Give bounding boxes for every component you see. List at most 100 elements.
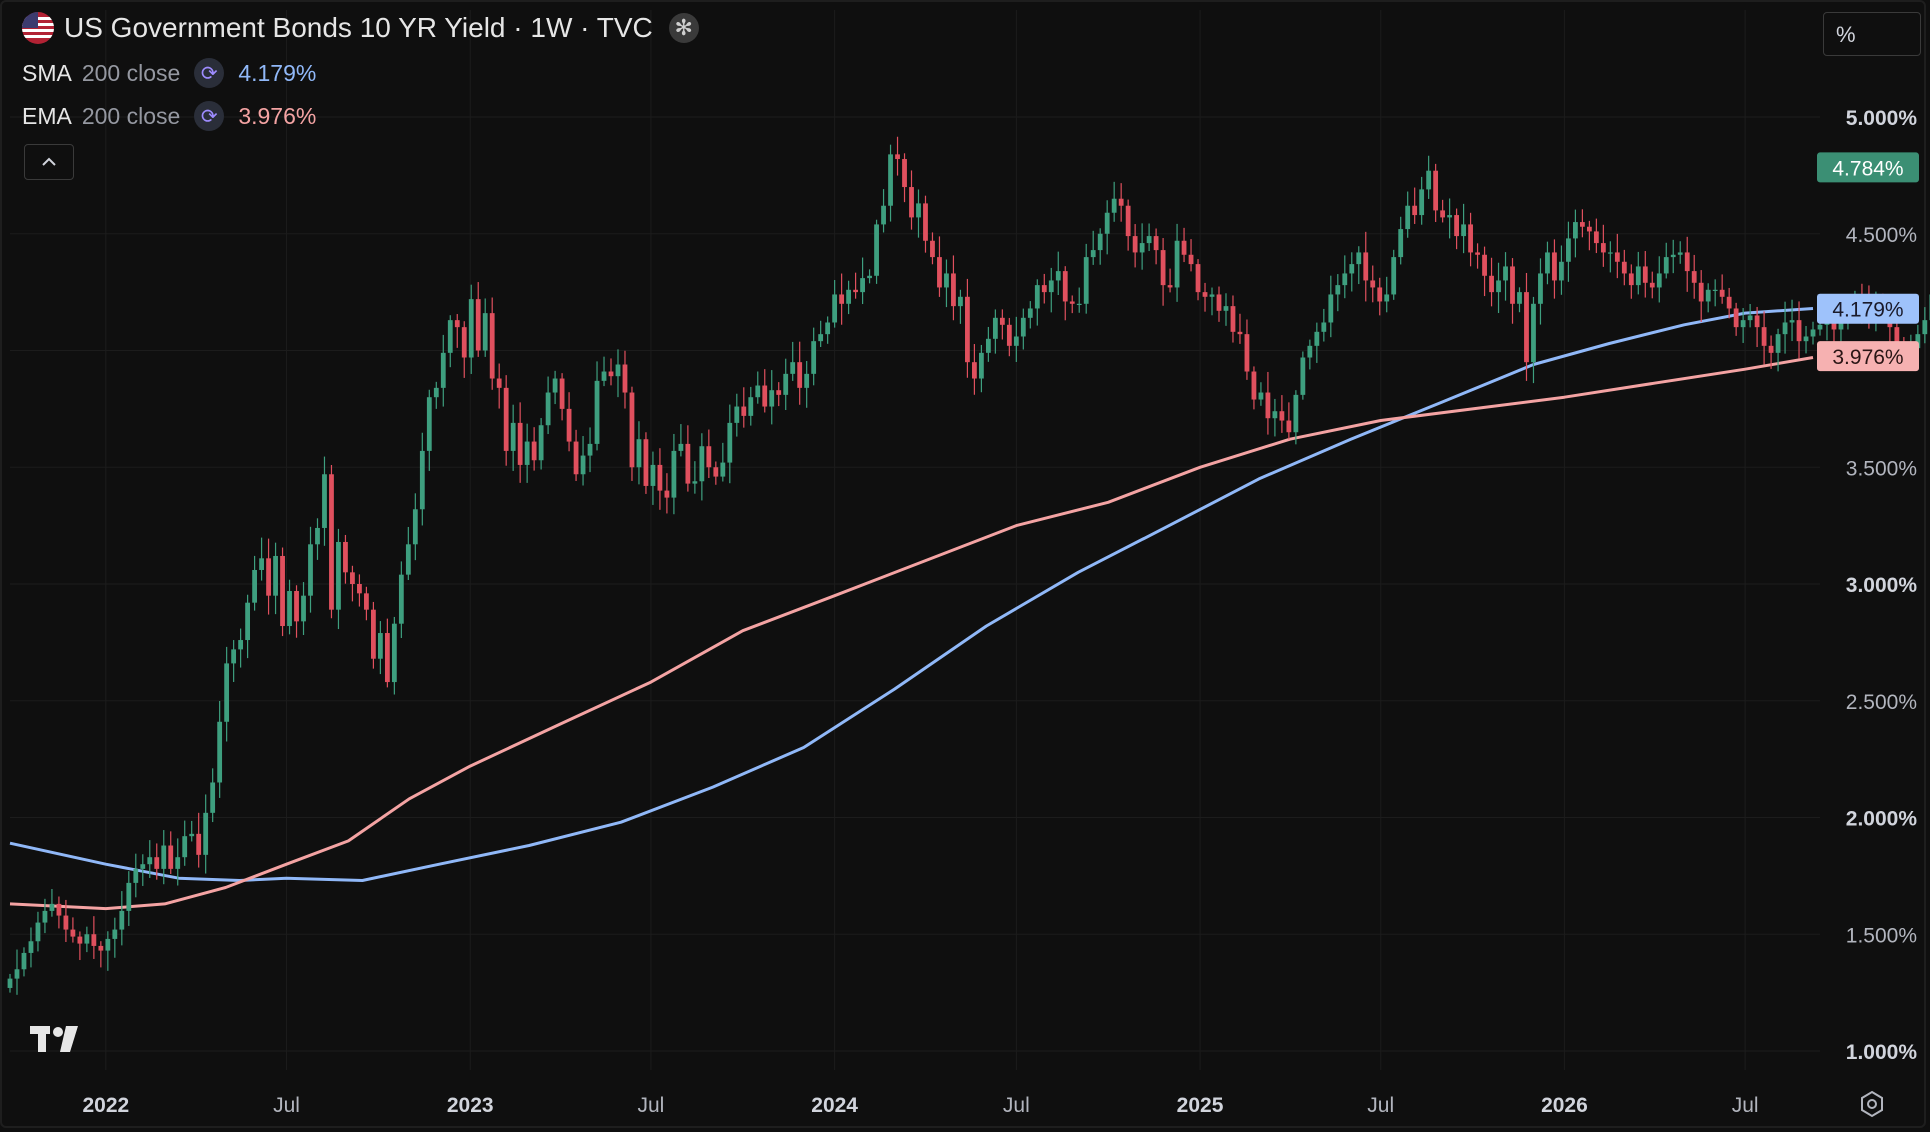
candle-body <box>1384 294 1390 302</box>
candle <box>531 427 537 471</box>
candle <box>42 898 48 934</box>
candle <box>419 432 425 526</box>
candle <box>1188 239 1194 272</box>
candle <box>70 917 76 943</box>
candle-body <box>510 422 516 451</box>
candle <box>1041 273 1047 304</box>
candle-body <box>978 352 984 379</box>
candle <box>888 144 893 222</box>
candle <box>937 236 942 297</box>
candle <box>1531 296 1536 384</box>
candle <box>573 429 579 481</box>
sma-legend[interactable]: SMA 200 close ⟳ 4.179% <box>22 58 316 88</box>
candle <box>1496 262 1501 314</box>
candle <box>503 375 509 466</box>
candle-body <box>1034 285 1040 309</box>
candle-body <box>1349 264 1355 274</box>
candle-body <box>1153 236 1159 251</box>
candle <box>797 341 803 405</box>
candle <box>538 418 544 470</box>
candle <box>755 371 761 404</box>
candle-body <box>433 387 439 398</box>
candle <box>175 838 181 886</box>
candle-body <box>748 397 754 416</box>
candle <box>881 189 886 233</box>
candle <box>1607 241 1613 273</box>
candle <box>1670 239 1676 274</box>
snowflake-icon[interactable]: ✻ <box>668 13 699 43</box>
candle-body <box>419 450 425 510</box>
candle <box>909 170 914 230</box>
candle-body <box>175 857 181 869</box>
candle <box>1719 274 1725 304</box>
candle-body <box>825 322 831 335</box>
candle <box>1663 242 1669 279</box>
gear-icon[interactable] <box>1858 1090 1886 1118</box>
candle-body <box>1258 392 1264 400</box>
candle-body <box>1747 315 1753 321</box>
tradingview-logo-icon[interactable] <box>30 1026 86 1054</box>
candle <box>727 404 733 484</box>
x-tick-label: Jul <box>638 1094 665 1117</box>
candle <box>1230 295 1236 343</box>
candle-body <box>1635 266 1641 286</box>
candle <box>1552 239 1557 299</box>
candle-body <box>671 450 677 498</box>
candle <box>972 344 977 395</box>
candle-body <box>489 313 495 379</box>
unit-selector[interactable]: % <box>1823 12 1921 56</box>
candle <box>384 618 390 688</box>
candle-body <box>1656 273 1662 288</box>
candle-body <box>1468 224 1473 253</box>
candle-body <box>1223 306 1229 311</box>
y-tick-label: 3.500% <box>1846 457 1917 480</box>
sma-badge-label: 4.179% <box>1832 299 1903 322</box>
candle <box>978 344 984 393</box>
candle-body <box>776 390 782 395</box>
candle-body <box>1055 271 1061 281</box>
price-badges: 4.784% 4.179% 3.976% <box>1817 152 1919 372</box>
candle-body <box>629 392 635 468</box>
candle <box>294 585 299 638</box>
candle <box>273 542 278 615</box>
candle-body <box>440 352 446 388</box>
candle-body <box>573 441 579 475</box>
candle <box>1118 183 1124 222</box>
candle-body <box>1048 280 1054 293</box>
candle-body <box>1321 322 1327 332</box>
candle-body <box>699 446 705 482</box>
candle <box>664 473 670 514</box>
candle-body <box>391 623 397 683</box>
candle <box>182 820 188 866</box>
candle-body <box>1510 266 1515 304</box>
candle <box>1461 203 1466 254</box>
ema-line-path <box>9 356 1814 911</box>
candle <box>1195 259 1201 301</box>
candle <box>1265 371 1271 435</box>
ema-legend[interactable]: EMA 200 close ⟳ 3.976% <box>22 101 316 131</box>
ema-source: 200 close <box>81 102 181 129</box>
candle-body <box>916 203 921 218</box>
refresh-icon[interactable]: ⟳ <box>194 58 225 88</box>
candle <box>825 316 831 344</box>
candle <box>210 768 216 823</box>
candle-body <box>1894 327 1900 346</box>
candle-body <box>1293 394 1299 433</box>
candle <box>601 356 607 387</box>
candle <box>1300 351 1306 400</box>
collapse-legend-button[interactable] <box>24 144 74 180</box>
candle <box>559 373 565 421</box>
candle-body <box>601 371 607 381</box>
candle-body <box>1202 292 1208 297</box>
candle <box>112 917 118 958</box>
x-tick-label: Jul <box>1732 1094 1759 1117</box>
refresh-icon[interactable]: ⟳ <box>194 101 225 131</box>
candle <box>1503 252 1508 301</box>
candle-body <box>14 969 20 979</box>
candle <box>1349 252 1355 292</box>
candle <box>1090 230 1096 265</box>
candle-body <box>1698 282 1704 302</box>
candle-body <box>70 929 76 937</box>
